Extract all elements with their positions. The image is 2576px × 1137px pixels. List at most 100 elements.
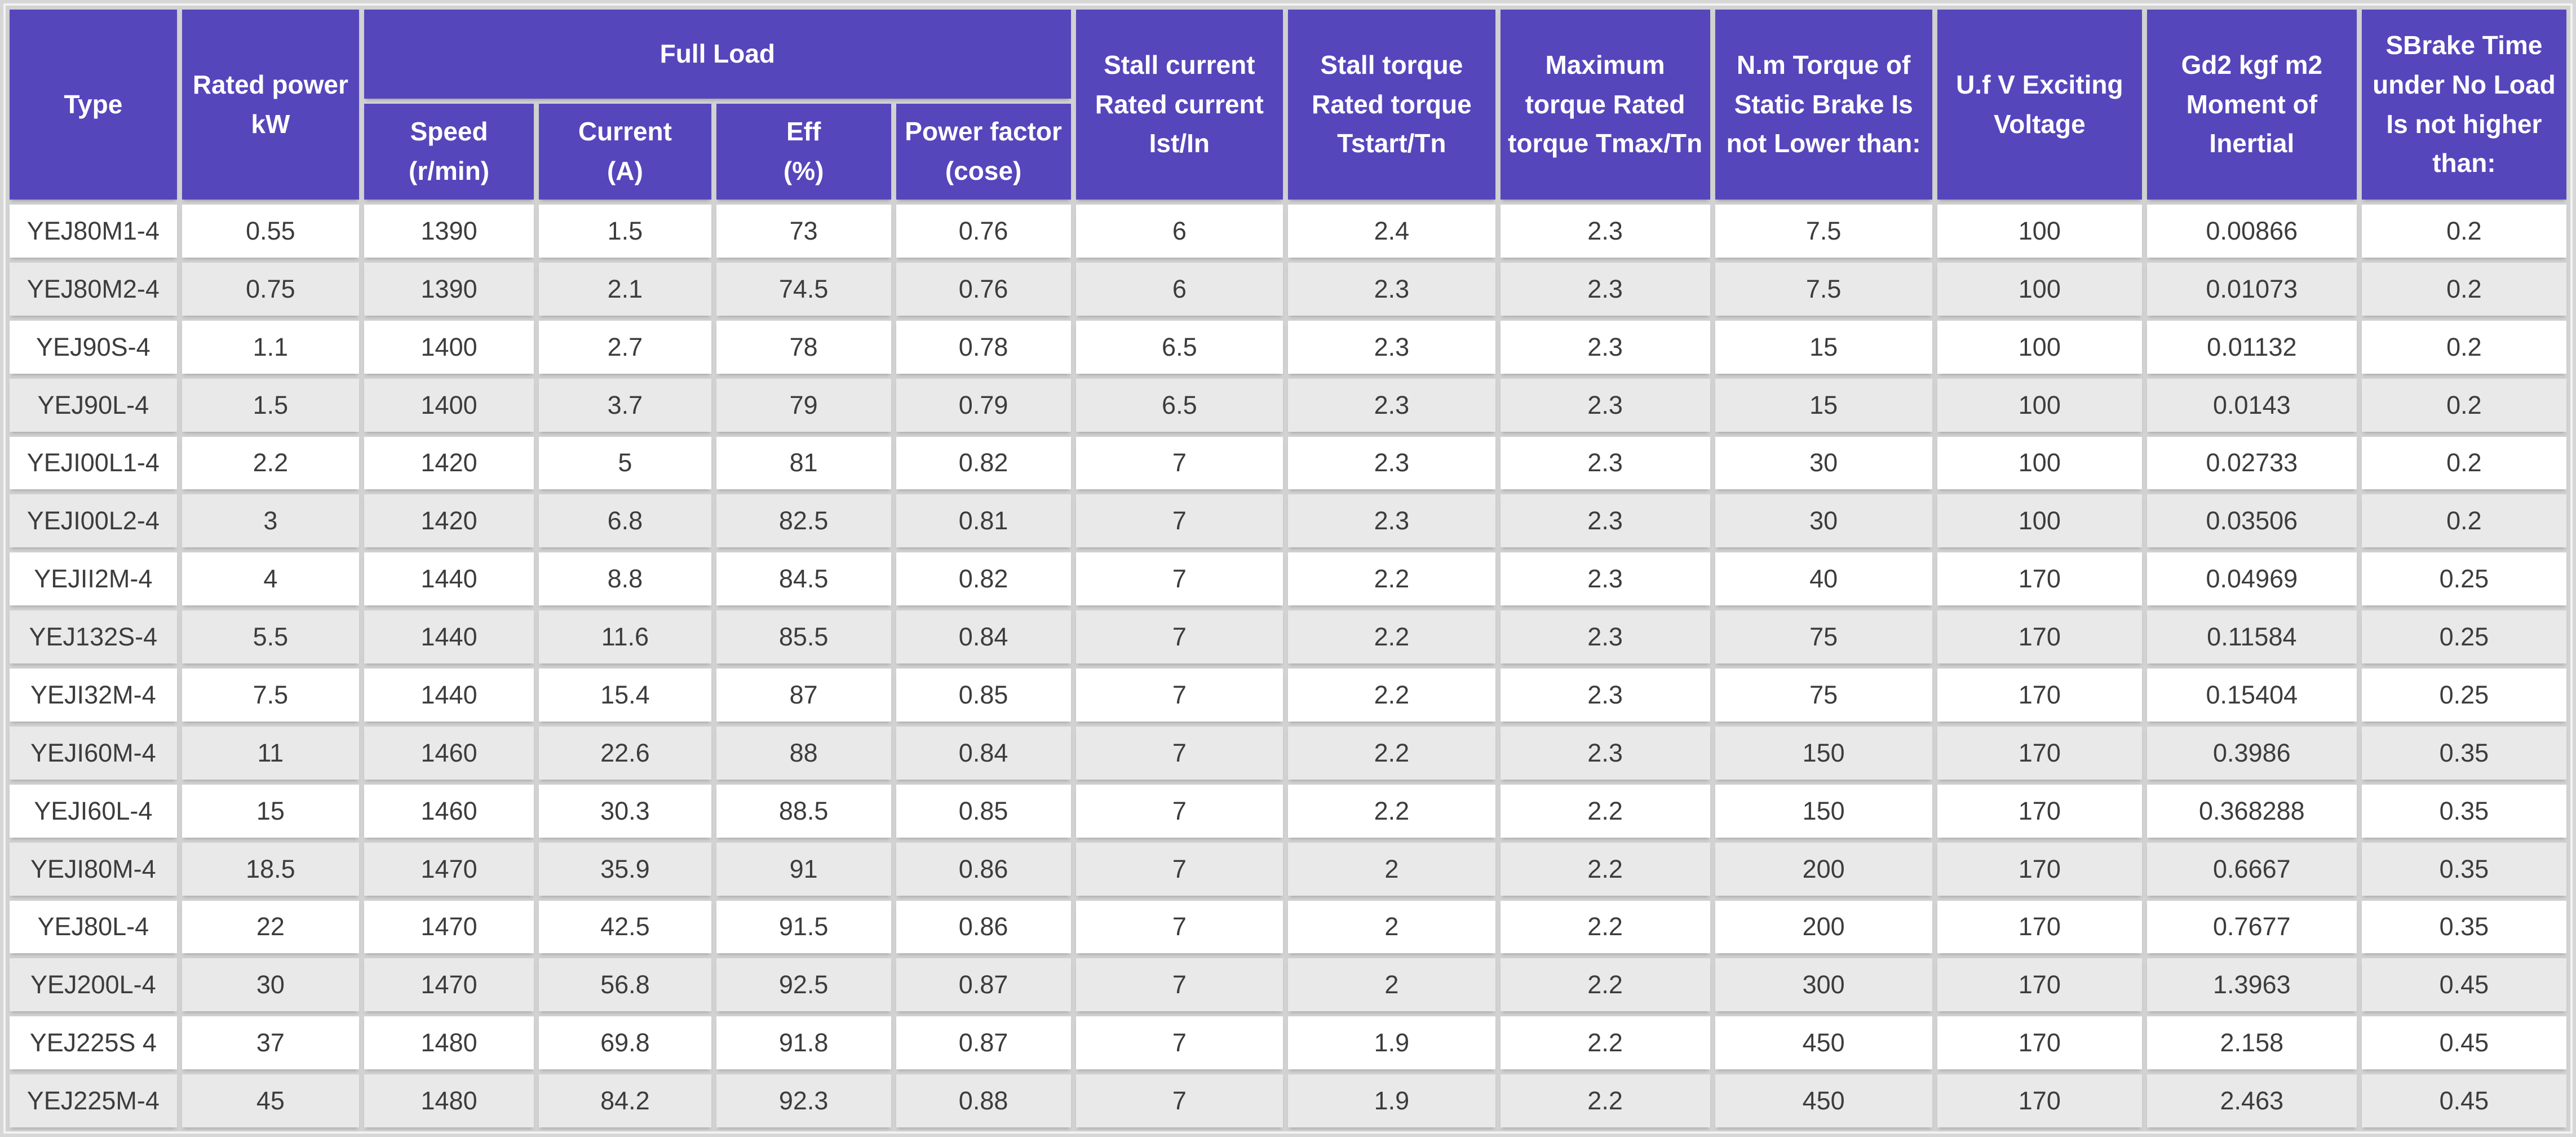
cell-max-torque-ratio: 2.3 bbox=[1500, 320, 1710, 374]
cell-speed: 1460 bbox=[364, 726, 534, 780]
cell-power-factor: 0.85 bbox=[896, 669, 1071, 722]
cell-static-brake-torque: 150 bbox=[1715, 784, 1932, 838]
cell-speed: 1480 bbox=[364, 1016, 534, 1070]
table-row: YEJ80M1-4 0.55 1390 1.5 73 0.76 6 2.4 2.3 7.5 100 0… bbox=[10, 205, 2566, 258]
cell-max-torque-ratio: 2.2 bbox=[1500, 784, 1710, 838]
cell-current: 1.5 bbox=[539, 205, 711, 258]
cell-stall-torque-ratio: 2.4 bbox=[1288, 205, 1495, 258]
cell-static-brake-torque: 40 bbox=[1715, 552, 1932, 606]
table-row: YEJI60M-4 11 1460 22.6 88 0.84 7 2.2 2.3 150 170 0.… bbox=[10, 726, 2566, 780]
cell-stall-current-ratio: 7 bbox=[1075, 900, 1283, 954]
cell-max-torque-ratio: 2.3 bbox=[1500, 494, 1710, 548]
cell-current: 2.1 bbox=[539, 262, 711, 316]
cell-power-factor: 0.87 bbox=[896, 1016, 1071, 1070]
cell-stall-torque-ratio: 1.9 bbox=[1288, 1016, 1495, 1070]
cell-rated-power: 11 bbox=[182, 726, 360, 780]
cell-current: 2.7 bbox=[539, 320, 711, 374]
cell-power-factor: 0.87 bbox=[896, 958, 1071, 1012]
table-row: YEJI32M-4 7.5 1440 15.4 87 0.85 7 2.2 2.3 75 170 0.… bbox=[10, 669, 2566, 722]
cell-current: 84.2 bbox=[539, 1074, 711, 1127]
table-row: YEJII2M-4 4 1440 8.8 84.5 0.82 7 2.2 2.3 40 170 0.0… bbox=[10, 552, 2566, 606]
cell-eff: 87 bbox=[716, 669, 891, 722]
cell-stall-torque-ratio: 1.9 bbox=[1288, 1074, 1495, 1127]
cell-exciting-voltage: 170 bbox=[1937, 610, 2142, 663]
cell-eff: 92.5 bbox=[716, 958, 891, 1012]
cell-type: YEJ90S-4 bbox=[10, 320, 177, 374]
cell-max-torque-ratio: 2.3 bbox=[1500, 262, 1710, 316]
cell-exciting-voltage: 100 bbox=[1937, 262, 2142, 316]
cell-power-factor: 0.78 bbox=[896, 320, 1071, 374]
cell-speed: 1440 bbox=[364, 669, 534, 722]
column-header-speed: Speed (r/min) bbox=[364, 104, 534, 200]
cell-brake-time: 0.25 bbox=[2361, 610, 2566, 663]
table-body: YEJ80M1-4 0.55 1390 1.5 73 0.76 6 2.4 2.3 7.5 100 0… bbox=[10, 205, 2566, 1127]
column-header-stall-current: Stall current Rated current Ist/In bbox=[1075, 10, 1283, 200]
cell-speed: 1420 bbox=[364, 494, 534, 548]
cell-brake-time: 0.2 bbox=[2361, 262, 2566, 316]
cell-stall-torque-ratio: 2.2 bbox=[1288, 726, 1495, 780]
cell-exciting-voltage: 170 bbox=[1937, 958, 2142, 1012]
cell-moment-of-inertia: 0.3986 bbox=[2146, 726, 2357, 780]
cell-exciting-voltage: 100 bbox=[1937, 205, 2142, 258]
cell-max-torque-ratio: 2.2 bbox=[1500, 900, 1710, 954]
cell-eff: 91 bbox=[716, 842, 891, 896]
cell-speed: 1440 bbox=[364, 610, 534, 663]
cell-rated-power: 15 bbox=[182, 784, 360, 838]
cell-eff: 88.5 bbox=[716, 784, 891, 838]
cell-rated-power: 2.2 bbox=[182, 436, 360, 490]
table-row: YEJI00L2-4 3 1420 6.8 82.5 0.81 7 2.3 2.3 30 100 0.… bbox=[10, 494, 2566, 548]
cell-eff: 92.3 bbox=[716, 1074, 891, 1127]
cell-exciting-voltage: 100 bbox=[1937, 494, 2142, 548]
cell-moment-of-inertia: 0.6667 bbox=[2146, 842, 2357, 896]
table-row: YEJI60L-4 15 1460 30.3 88.5 0.85 7 2.2 2.2 150 170… bbox=[10, 784, 2566, 838]
cell-current: 8.8 bbox=[539, 552, 711, 606]
table-row: YEJ80M2-4 0.75 1390 2.1 74.5 0.76 6 2.3 2.3 7.5 10… bbox=[10, 262, 2566, 316]
cell-speed: 1440 bbox=[364, 552, 534, 606]
cell-speed: 1480 bbox=[364, 1074, 534, 1127]
cell-stall-torque-ratio: 2.2 bbox=[1288, 784, 1495, 838]
cell-power-factor: 0.76 bbox=[896, 205, 1071, 258]
cell-rated-power: 5.5 bbox=[182, 610, 360, 663]
column-header-brake-time: SBrake Time under No Load Is not higher … bbox=[2361, 10, 2566, 200]
cell-max-torque-ratio: 2.3 bbox=[1500, 378, 1710, 432]
cell-type: YEJ80M2-4 bbox=[10, 262, 177, 316]
cell-static-brake-torque: 30 bbox=[1715, 436, 1932, 490]
cell-static-brake-torque: 450 bbox=[1715, 1016, 1932, 1070]
cell-eff: 84.5 bbox=[716, 552, 891, 606]
cell-type: YEJII2M-4 bbox=[10, 552, 177, 606]
cell-exciting-voltage: 100 bbox=[1937, 378, 2142, 432]
cell-power-factor: 0.81 bbox=[896, 494, 1071, 548]
cell-eff: 82.5 bbox=[716, 494, 891, 548]
cell-moment-of-inertia: 2.463 bbox=[2146, 1074, 2357, 1127]
cell-exciting-voltage: 100 bbox=[1937, 320, 2142, 374]
cell-power-factor: 0.88 bbox=[896, 1074, 1071, 1127]
cell-rated-power: 0.75 bbox=[182, 262, 360, 316]
cell-current: 35.9 bbox=[539, 842, 711, 896]
cell-brake-time: 0.2 bbox=[2361, 494, 2566, 548]
cell-brake-time: 0.2 bbox=[2361, 436, 2566, 490]
cell-type: YEJI32M-4 bbox=[10, 669, 177, 722]
cell-stall-torque-ratio: 2.3 bbox=[1288, 494, 1495, 548]
column-header-static-brake-torque: N.m Torque of Static Brake Is not Lower … bbox=[1715, 10, 1932, 200]
cell-moment-of-inertia: 0.15404 bbox=[2146, 669, 2357, 722]
cell-stall-current-ratio: 7 bbox=[1075, 958, 1283, 1012]
cell-max-torque-ratio: 2.3 bbox=[1500, 552, 1710, 606]
cell-brake-time: 0.25 bbox=[2361, 552, 2566, 606]
cell-speed: 1400 bbox=[364, 378, 534, 432]
cell-moment-of-inertia: 0.368288 bbox=[2146, 784, 2357, 838]
cell-stall-torque-ratio: 2.3 bbox=[1288, 262, 1495, 316]
cell-rated-power: 18.5 bbox=[182, 842, 360, 896]
cell-rated-power: 1.5 bbox=[182, 378, 360, 432]
cell-type: YEJ225M-4 bbox=[10, 1074, 177, 1127]
cell-power-factor: 0.76 bbox=[896, 262, 1071, 316]
cell-max-torque-ratio: 2.2 bbox=[1500, 1074, 1710, 1127]
cell-stall-torque-ratio: 2 bbox=[1288, 842, 1495, 896]
cell-speed: 1420 bbox=[364, 436, 534, 490]
cell-type: YEJ80L-4 bbox=[10, 900, 177, 954]
cell-eff: 73 bbox=[716, 205, 891, 258]
cell-static-brake-torque: 75 bbox=[1715, 610, 1932, 663]
cell-current: 5 bbox=[539, 436, 711, 490]
cell-current: 3.7 bbox=[539, 378, 711, 432]
cell-rated-power: 22 bbox=[182, 900, 360, 954]
